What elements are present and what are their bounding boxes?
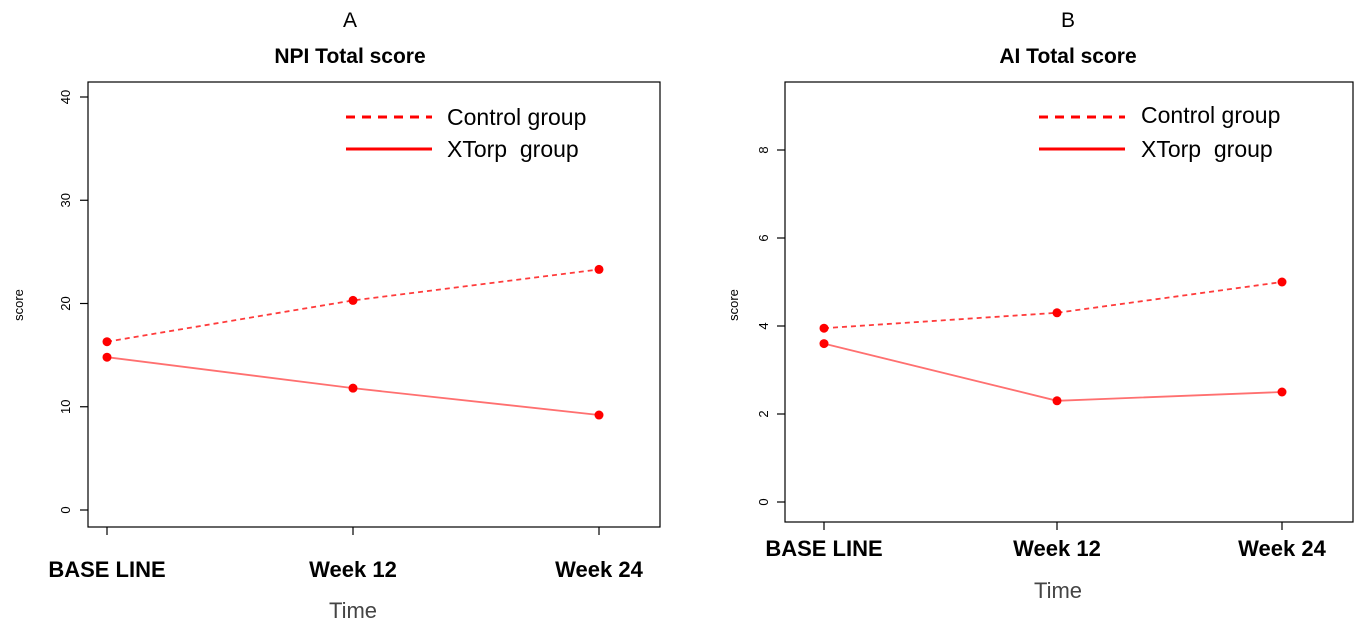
x-tick-label: BASE LINE [765, 536, 882, 561]
data-point-control [102, 337, 112, 347]
data-point-xtorp [594, 410, 604, 420]
y-tick-label: 30 [58, 193, 73, 207]
y-axis: 0 2 4 6 8 [756, 146, 785, 506]
panel-letter: A [343, 9, 357, 32]
data-point-control [348, 295, 358, 305]
y-axis-label: score [11, 289, 26, 321]
series-line-xtorp [823, 342, 1283, 402]
x-tick-label: Week 24 [1238, 536, 1326, 561]
data-point-control [594, 264, 604, 274]
series-layer [819, 277, 1287, 406]
data-point-control [819, 323, 829, 333]
data-point-xtorp [348, 383, 358, 393]
chart-b-svg: B AI Total score 0 2 4 6 8 BASE LINE Week 12 W… [726, 9, 1354, 603]
x-tick-label: Week 12 [1013, 536, 1101, 561]
x-axis-label: Time [329, 598, 377, 623]
legend: Control group XTorp group [1039, 102, 1280, 162]
y-tick-label: 4 [756, 322, 771, 329]
y-tick-label: 0 [756, 498, 771, 505]
x-axis: BASE LINE Week 12 Week 24 [48, 527, 644, 582]
chart-title: AI Total score [999, 45, 1136, 68]
y-axis: 0 10 20 30 40 [58, 90, 88, 514]
plot-frame [784, 81, 1354, 523]
chart-title: NPI Total score [274, 45, 425, 68]
data-point-xtorp [1277, 387, 1287, 397]
series-line-control [823, 281, 1283, 330]
y-tick-label: 2 [756, 410, 771, 417]
y-tick-label: 8 [756, 146, 771, 153]
panel-letter: B [1061, 9, 1075, 32]
legend-label-control: Control group [1141, 102, 1280, 128]
data-point-xtorp [1052, 396, 1062, 406]
legend: Control group XTorp group [346, 104, 586, 162]
plot-frame [87, 81, 661, 528]
x-axis: BASE LINE Week 12 Week 24 [765, 522, 1327, 561]
y-tick-label: 6 [756, 234, 771, 241]
legend-label-xtorp: XTorp group [447, 136, 579, 162]
series-line-control [106, 268, 600, 343]
legend-label-control: Control group [447, 104, 586, 130]
chart-panel-a: A NPI Total score 0 10 20 30 40 BASE LINE Wee… [11, 9, 661, 623]
chart-a-svg: A NPI Total score 0 10 20 30 40 BASE LINE Wee… [11, 9, 661, 623]
data-point-control [1277, 277, 1287, 287]
y-tick-label: 10 [58, 400, 73, 414]
x-tick-label: BASE LINE [48, 557, 165, 582]
y-tick-label: 20 [58, 296, 73, 310]
chart-panel-b: B AI Total score 0 2 4 6 8 BASE LINE Week 12 W… [690, 0, 1365, 625]
y-axis-label: score [726, 289, 741, 321]
x-tick-label: Week 24 [555, 557, 643, 582]
series-layer [102, 264, 604, 420]
legend-label-xtorp: XTorp group [1141, 136, 1273, 162]
y-tick-label: 0 [58, 506, 73, 513]
data-point-xtorp [819, 339, 829, 349]
data-point-control [1052, 308, 1062, 318]
y-tick-label: 40 [58, 90, 73, 104]
x-tick-label: Week 12 [309, 557, 397, 582]
data-point-xtorp [102, 352, 112, 362]
x-axis-label: Time [1034, 578, 1082, 603]
